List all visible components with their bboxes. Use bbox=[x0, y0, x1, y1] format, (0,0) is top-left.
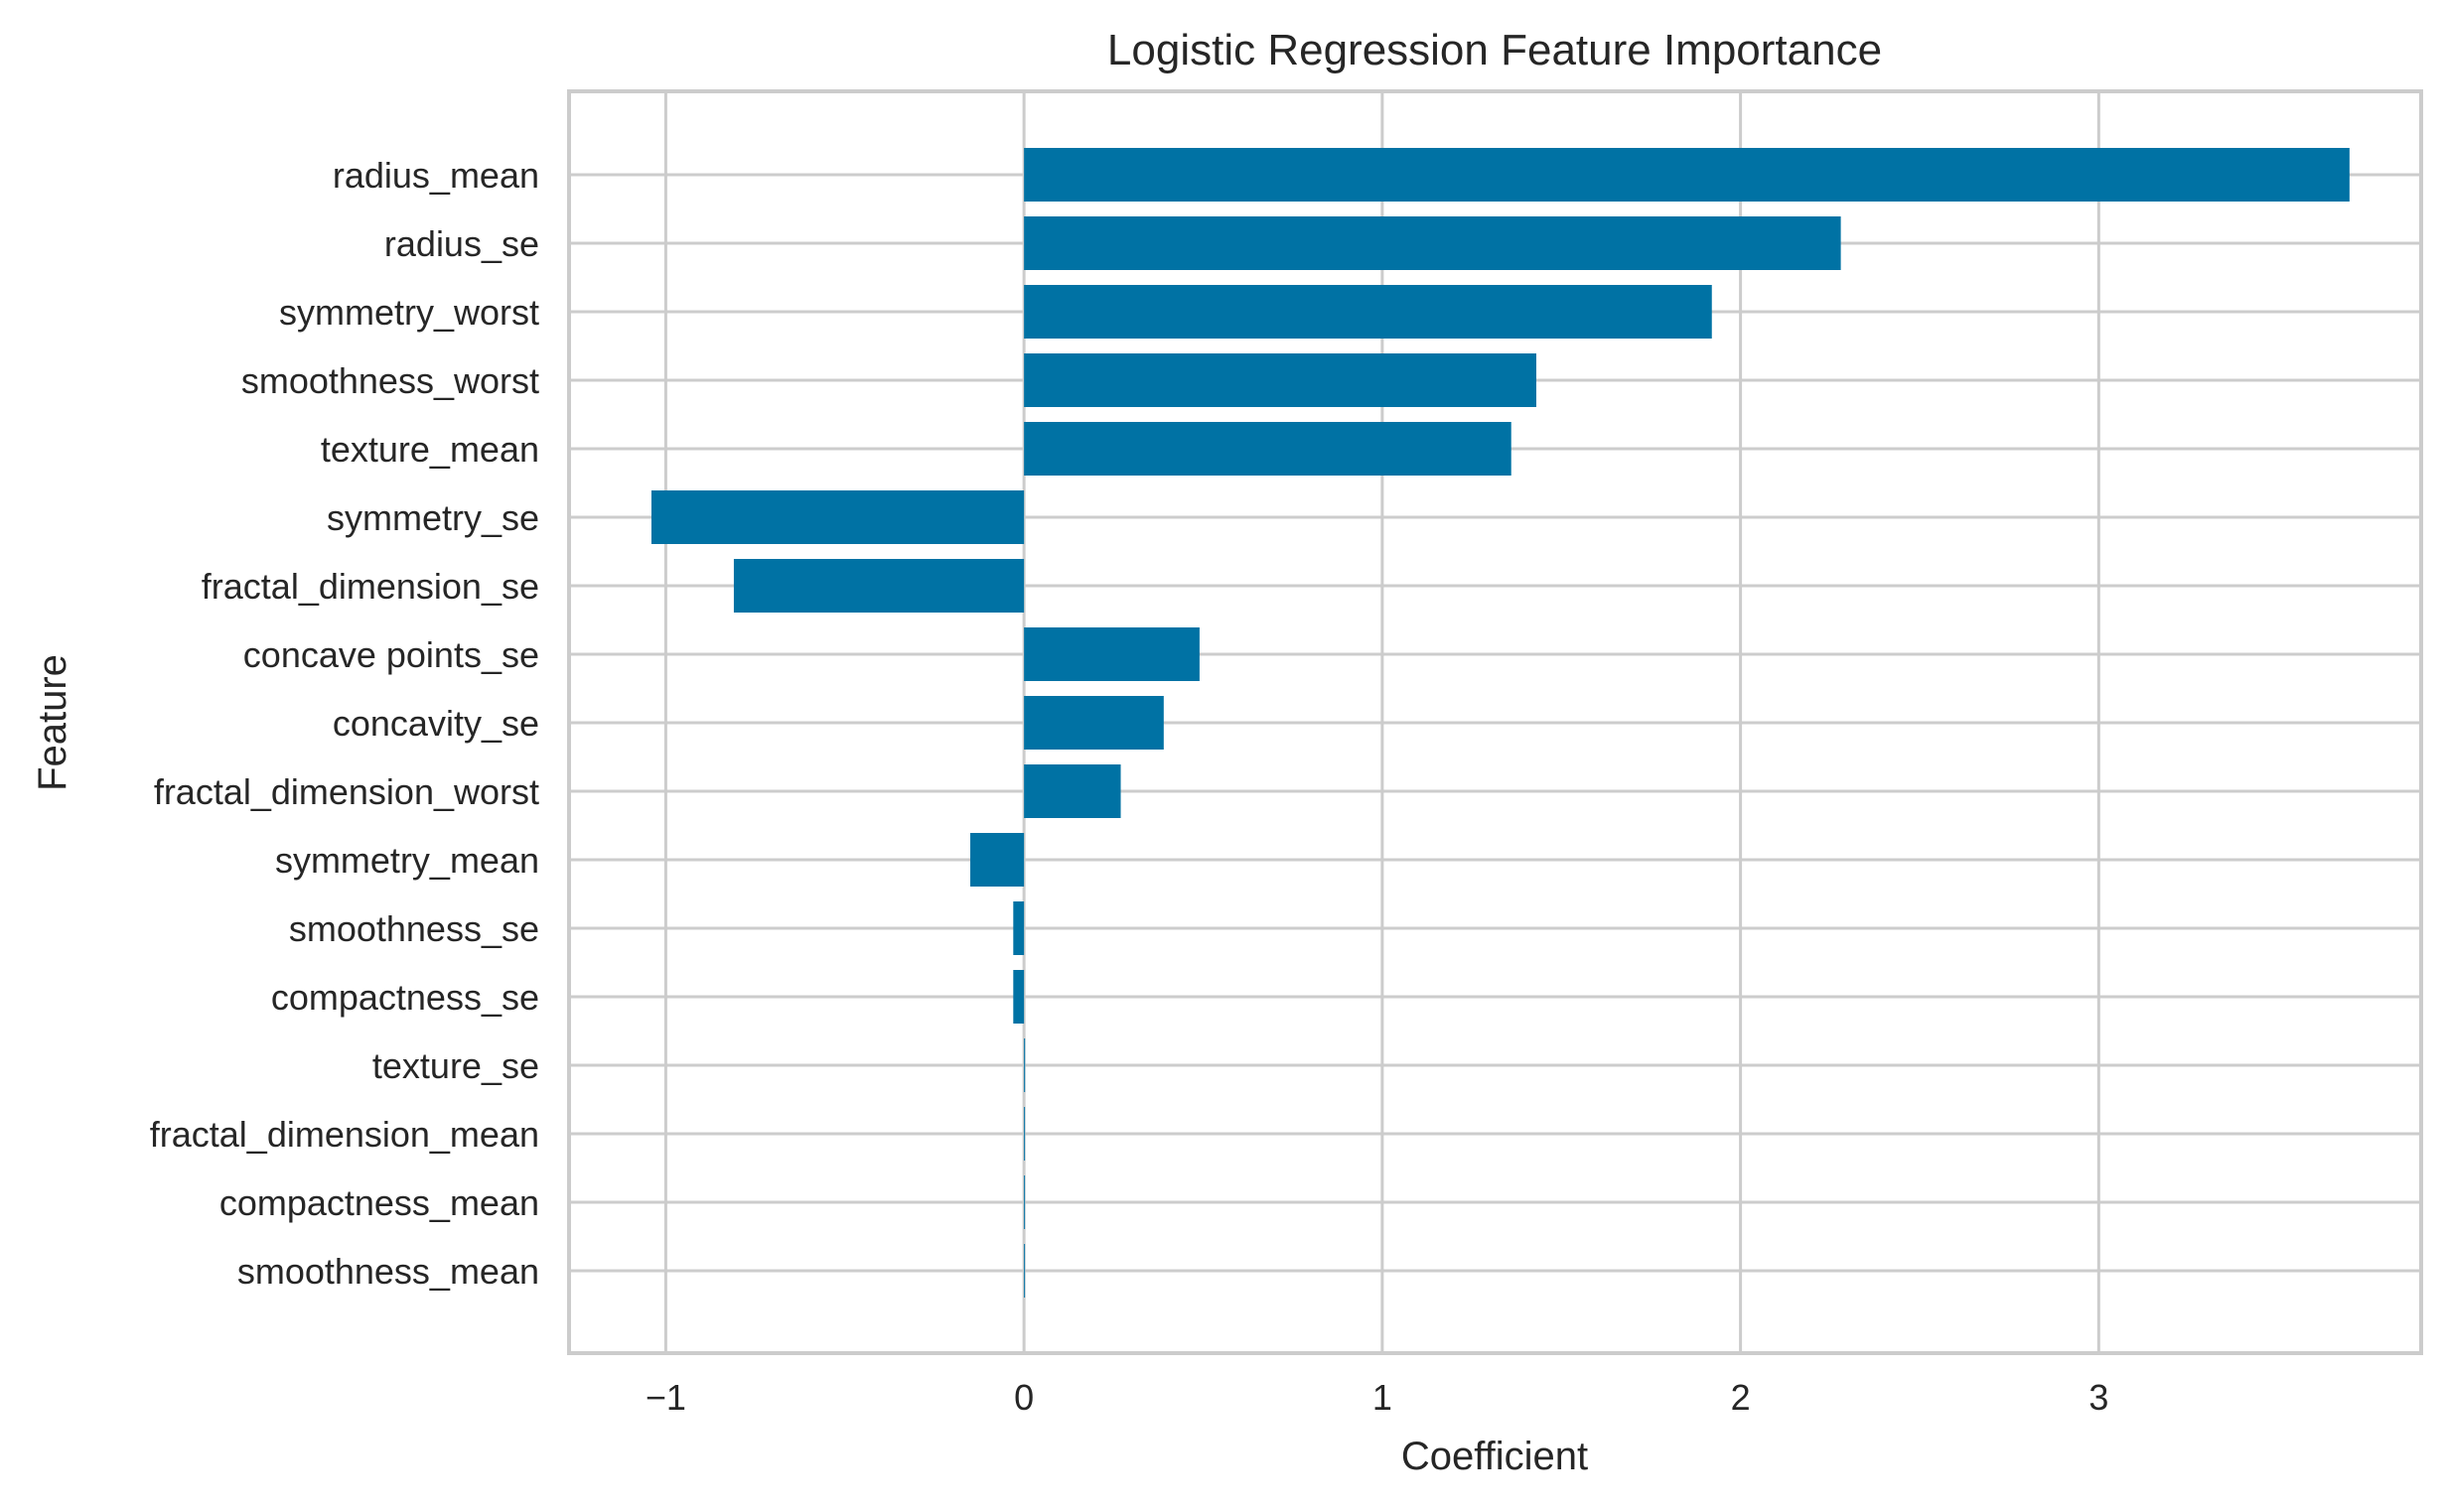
bar-symmetry_se bbox=[650, 490, 1025, 544]
bar-fractal_dimension_se bbox=[733, 559, 1025, 613]
bars bbox=[650, 148, 2350, 1298]
bar-fractal_dimension_worst bbox=[1024, 764, 1121, 818]
x-tick-label: 0 bbox=[1014, 1377, 1034, 1418]
bar-fractal_dimension_mean bbox=[1024, 1107, 1026, 1161]
y-tick-labels: radius_mean radius_se symmetry_worstsmooth… bbox=[150, 155, 539, 1292]
y-tick-label: symmetry_worst bbox=[279, 292, 539, 333]
x-tick-label: 1 bbox=[1372, 1377, 1392, 1418]
y-tick-label: texture_se bbox=[372, 1045, 539, 1086]
y-tick-label: smoothness_worst bbox=[241, 360, 539, 401]
y-tick-label: concavity_se bbox=[333, 703, 539, 744]
bar-smoothness_se bbox=[1013, 901, 1025, 955]
bar-compactness_se bbox=[1013, 970, 1025, 1024]
bar-smoothness_mean bbox=[1024, 1244, 1026, 1298]
y-tick-label: symmetry_se bbox=[327, 497, 539, 538]
x-tick-label: 2 bbox=[1731, 1377, 1751, 1418]
y-tick-label: fractal_dimension_mean bbox=[150, 1114, 539, 1155]
y-tick-label: concave points_se bbox=[243, 634, 539, 675]
bar-texture_mean bbox=[1024, 422, 1511, 476]
x-tick-label: −1 bbox=[646, 1377, 686, 1418]
y-tick-label: fractal_dimension_worst bbox=[154, 771, 539, 812]
y-tick-label: fractal_dimension_se bbox=[202, 566, 539, 607]
y-axis-label: Feature bbox=[31, 654, 74, 791]
bar-compactness_mean bbox=[1024, 1175, 1026, 1229]
bar-radius_se bbox=[1024, 216, 1841, 270]
y-tick-label: smoothness_se bbox=[289, 908, 539, 949]
x-tick-label: 3 bbox=[2088, 1377, 2108, 1418]
y-tick-label: symmetry_mean bbox=[275, 840, 539, 881]
bar-concavity_se bbox=[1024, 696, 1164, 750]
y-tick-label: compactness_mean bbox=[219, 1182, 539, 1223]
y-tick-label: radius_se bbox=[384, 223, 539, 264]
bar-radius_mean bbox=[1024, 148, 2350, 202]
bar-texture_se bbox=[1024, 1038, 1026, 1092]
bar-concave-points_se bbox=[1024, 627, 1200, 681]
plot-frame bbox=[567, 89, 2423, 1355]
x-axis-label: Coefficient bbox=[1401, 1435, 1588, 1478]
y-tick-label: radius_mean bbox=[333, 155, 539, 196]
y-tick-label: texture_mean bbox=[321, 429, 539, 470]
x-tick-labels: −1 0 1 2 3 bbox=[646, 1377, 2108, 1418]
bar-symmetry_worst bbox=[1024, 285, 1712, 339]
y-tick-label: compactness_se bbox=[271, 977, 539, 1018]
y-tick-label: smoothness_mean bbox=[237, 1251, 539, 1292]
bar-smoothness_worst bbox=[1024, 353, 1536, 407]
bar-symmetry_mean bbox=[970, 833, 1025, 887]
chart-title: Logistic Regression Feature Importance bbox=[1107, 26, 1882, 74]
